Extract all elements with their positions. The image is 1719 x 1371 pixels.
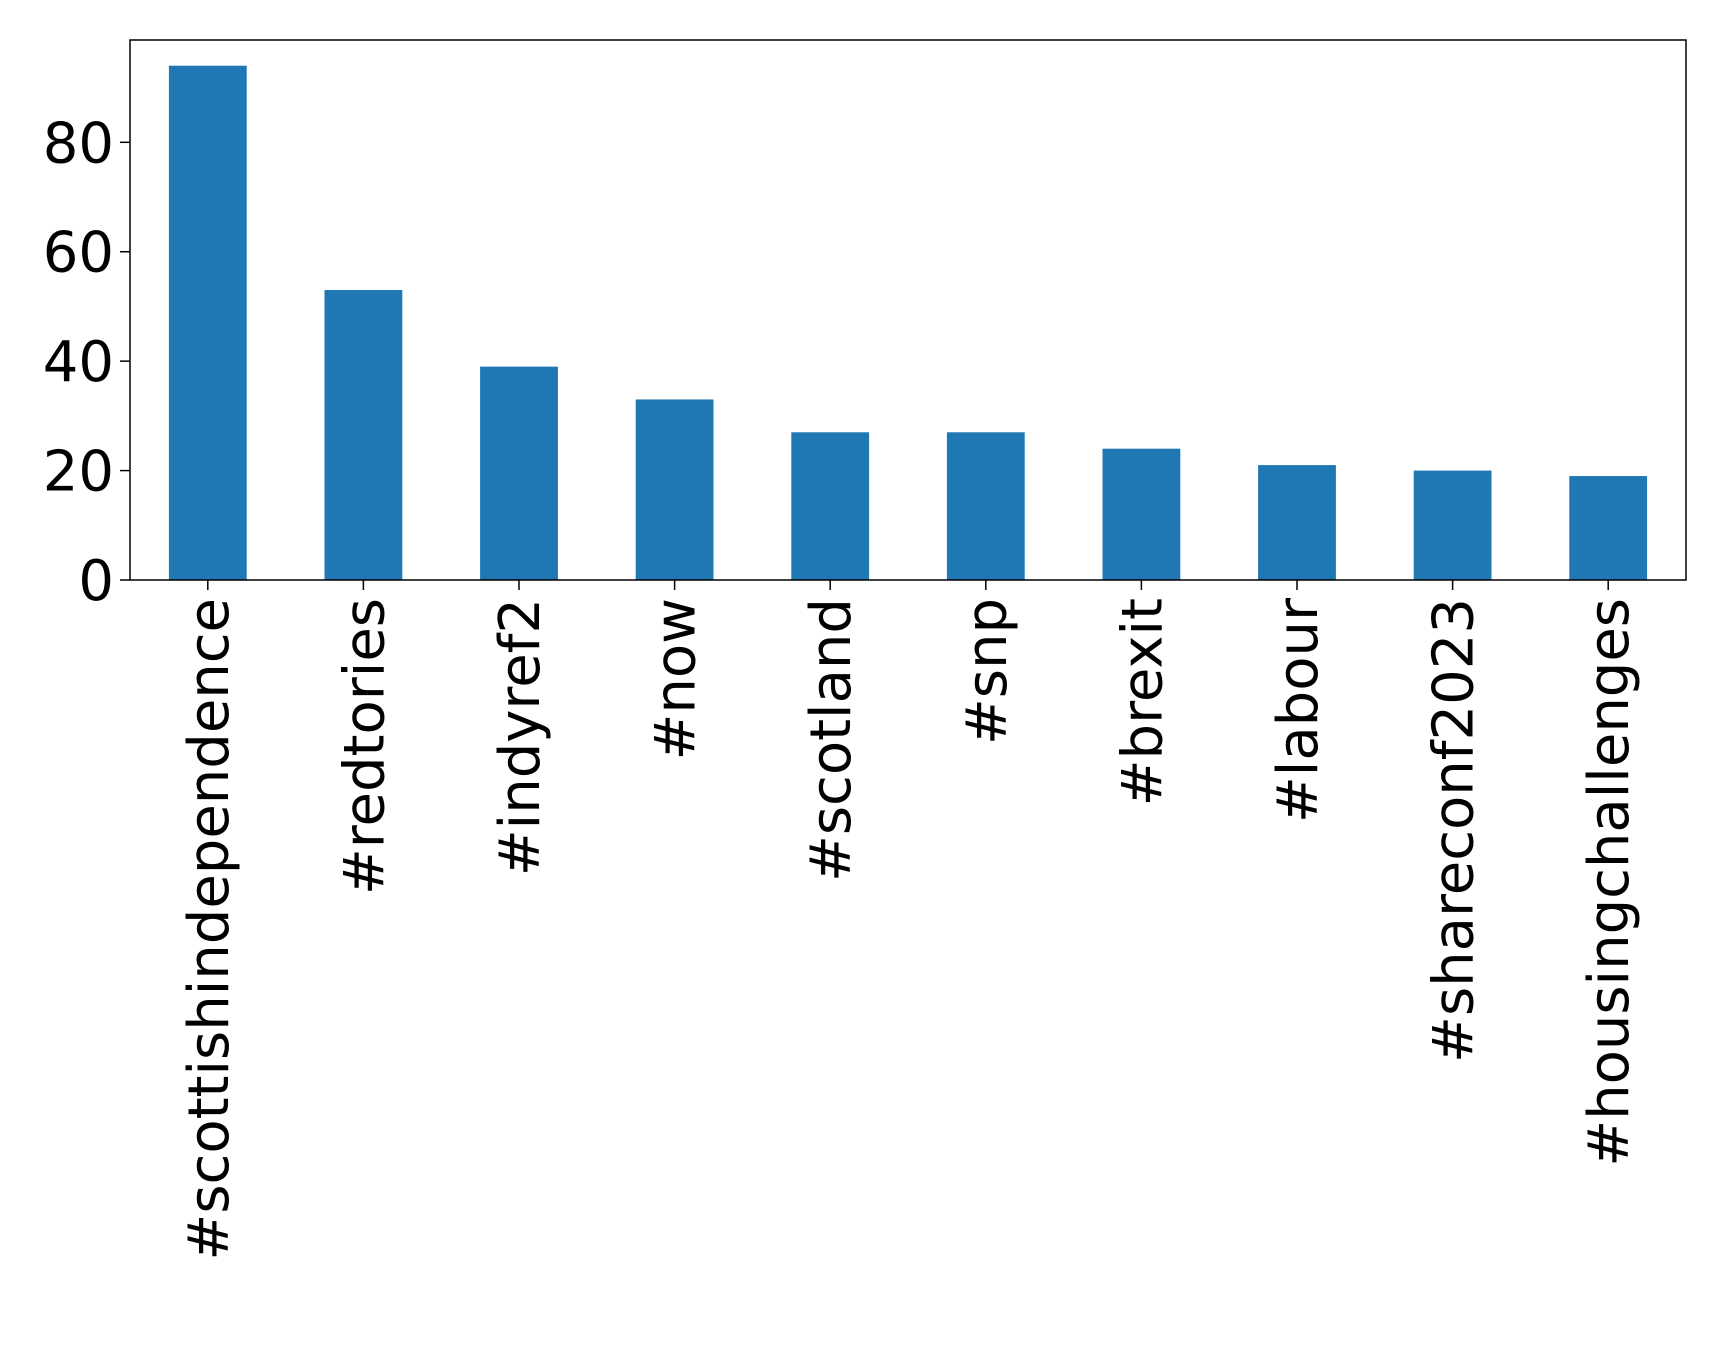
bar-labour xyxy=(1258,465,1336,580)
bar-scotland xyxy=(791,432,870,580)
bar-now xyxy=(635,399,714,580)
x-category-label: #snp xyxy=(955,598,1020,745)
bar-indyref2 xyxy=(480,366,558,580)
bar-redtories xyxy=(324,290,403,580)
y-tick-label: 40 xyxy=(43,330,114,395)
x-category-label: #labour xyxy=(1266,597,1331,823)
plot-frame xyxy=(129,39,1687,581)
bar-scottishindependence xyxy=(168,65,247,580)
x-category-label: #indyref2 xyxy=(488,598,553,876)
x-category-label: #scotland xyxy=(799,598,864,882)
y-tick-label: 20 xyxy=(43,440,114,505)
axes-layer xyxy=(129,39,1687,581)
x-axis-ticks: #scottishindependence #redtories #indyref2… xyxy=(177,580,1642,1261)
x-category-label: #scottishindependence xyxy=(177,598,242,1261)
x-category-label: #housingchallenges xyxy=(1577,598,1642,1167)
x-category-label: #shareconf2023 xyxy=(1422,598,1487,1063)
x-category-label: #redtories xyxy=(332,598,397,895)
x-category-label: #now xyxy=(644,598,709,760)
bar-brexit xyxy=(1102,448,1181,580)
y-tick-label: 80 xyxy=(43,111,114,176)
y-axis-ticks: 0 20 40 60 80 xyxy=(43,111,130,614)
bar-housingchallenges xyxy=(1569,476,1648,580)
bar-shareconf2023 xyxy=(1413,470,1492,580)
y-tick-label: 60 xyxy=(43,221,114,286)
y-tick-label: 0 xyxy=(78,549,114,614)
x-category-label: #brexit xyxy=(1110,598,1175,806)
bar-snp xyxy=(946,432,1025,580)
bars-layer xyxy=(168,65,1648,580)
